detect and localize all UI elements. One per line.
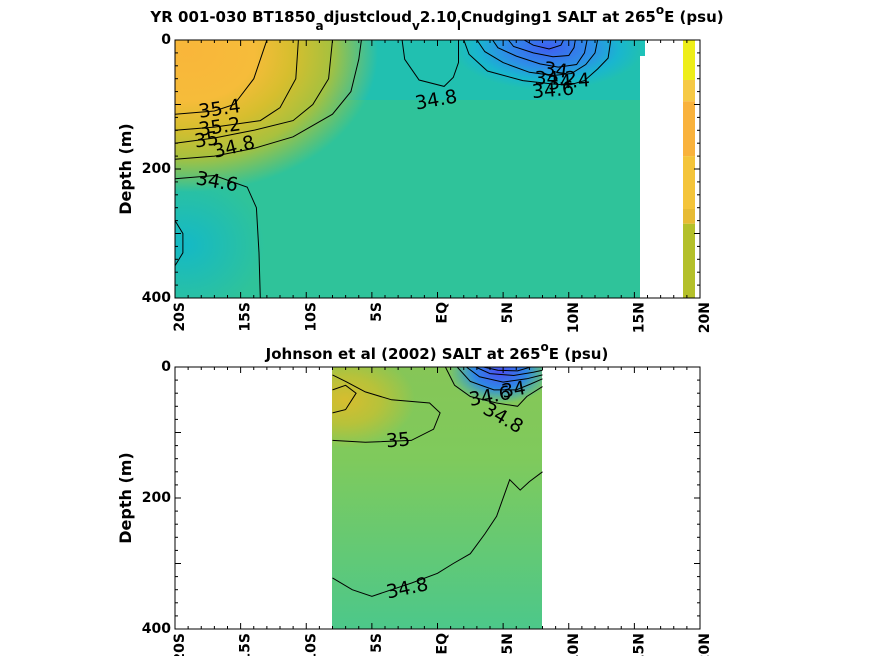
contour-label: 34 [500, 377, 528, 403]
contour-35-2 [175, 40, 299, 131]
field-orange-core [175, 40, 410, 260]
y-tick-label: 400 [142, 290, 171, 306]
contour-label: 34 [542, 58, 569, 83]
contour-lines [175, 40, 612, 298]
contour-34-4 [476, 40, 599, 77]
contour-35 [332, 374, 441, 443]
contour-34-8 [332, 471, 543, 597]
contour-35 [332, 384, 357, 414]
contour-34-2 [475, 367, 543, 377]
contour-34-6 [175, 174, 261, 298]
x-tick-label: 10N [566, 302, 582, 333]
contour-34-8 [444, 367, 543, 407]
contour-34-4 [466, 367, 543, 383]
y-tick-label: 0 [161, 32, 171, 48]
axis-ticks: 20S 15S 10S 5S EQ 5N 10N 15N 20N 0 200 400 [142, 32, 713, 333]
x-tick-label: EQ [435, 302, 451, 324]
contour-34-6 [463, 40, 612, 86]
contour-label: 34.4 [547, 69, 591, 95]
contour-34-2 [492, 40, 588, 68]
y-tick-label: 200 [142, 161, 171, 177]
contour-lines [332, 367, 543, 597]
axis-ticks: 20S 15S 10S 5S EQ 5N 10N 15N 20N 0 200 400 [142, 359, 713, 656]
contour-33-8 [523, 40, 564, 50]
x-tick-label: 20S [172, 302, 188, 332]
field-yellow-core [332, 367, 442, 450]
contour-34-8 [175, 40, 362, 160]
contour-35-4 [175, 40, 268, 115]
model-salinity-field [175, 40, 645, 298]
x-tick-label: 15N [631, 302, 647, 333]
contour-34-6 [175, 220, 184, 267]
y-axis-label: Depth (m) [116, 123, 135, 215]
contour-34 [483, 367, 531, 372]
x-tick-label: 5N [500, 302, 516, 323]
x-tick-label: 15N [631, 633, 647, 656]
contour-34-6 [456, 367, 543, 391]
x-tick-label: 20N [697, 302, 713, 333]
contour-34 [508, 40, 576, 58]
contour-label: 35 [193, 127, 220, 152]
contour-35 [175, 40, 333, 144]
contour-label: 34.2 [534, 68, 576, 90]
chart-title: YR 001-030 BT1850adjustcloudv2.10lCnudgi… [149, 3, 723, 33]
field-blue-core [430, 40, 640, 115]
field-shelf [640, 40, 645, 56]
x-tick-label: 20S [172, 633, 188, 656]
chart-title: Johnson et al (2002) SALT at 265oE (psu) [265, 340, 609, 363]
field-blue-core [440, 367, 542, 417]
observed-salinity-field [332, 367, 542, 629]
contour-label: 34.6 [531, 78, 575, 104]
y-tick-label: 200 [142, 490, 171, 506]
x-tick-label: 5S [369, 633, 385, 653]
y-tick-label: 0 [161, 359, 171, 375]
x-tick-label: 15S [238, 633, 254, 656]
x-tick-label: 10S [303, 633, 319, 656]
x-tick-label: 10N [566, 633, 582, 656]
contour-34-8 [401, 40, 459, 87]
y-tick-label: 400 [142, 621, 171, 637]
contour-label: 35 [385, 428, 411, 452]
x-tick-label: 15S [238, 302, 254, 332]
x-tick-label: 5N [500, 633, 516, 654]
x-tick-label: 20N [697, 633, 713, 656]
x-tick-label: 10S [303, 302, 319, 332]
x-tick-label: 5S [369, 302, 385, 322]
y-axis-label: Depth (m) [116, 452, 135, 544]
x-tick-label: EQ [435, 633, 451, 655]
